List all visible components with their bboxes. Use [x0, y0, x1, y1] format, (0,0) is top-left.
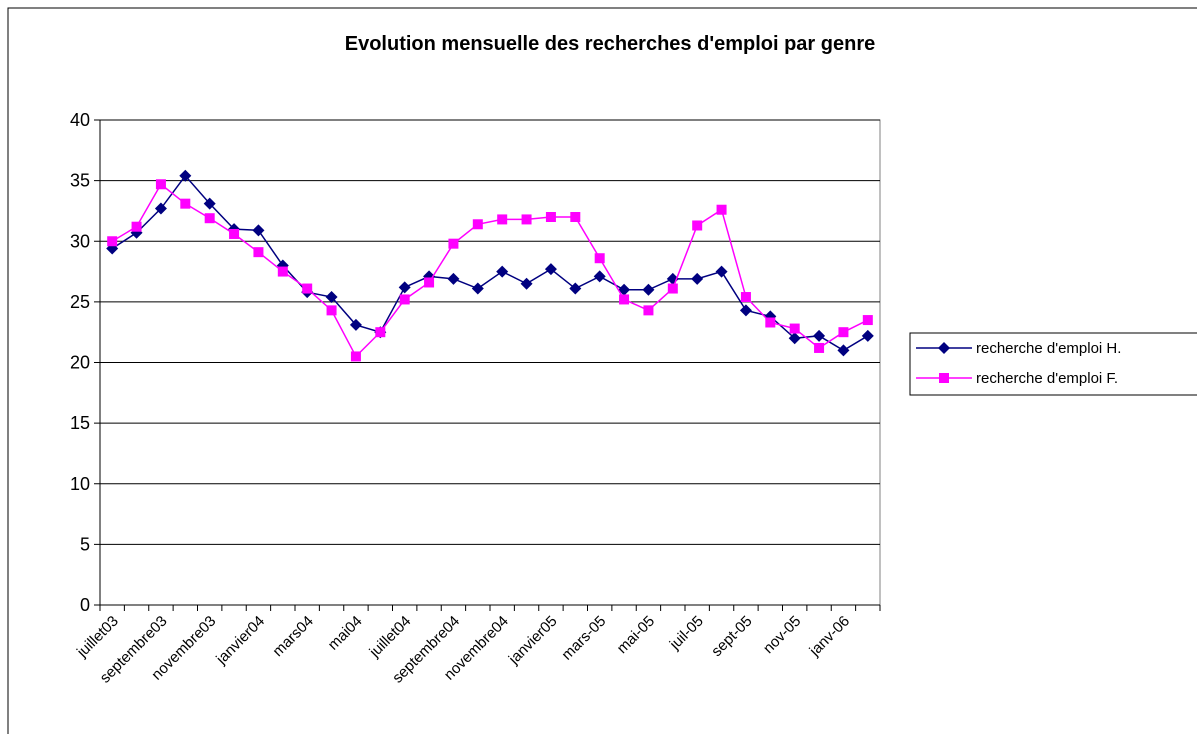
- marker: [765, 317, 776, 328]
- marker: [716, 204, 727, 215]
- legend-label: recherche d'emploi F.: [976, 370, 1118, 387]
- marker: [569, 282, 582, 295]
- marker: [107, 236, 118, 247]
- y-tick-label: 20: [70, 353, 90, 373]
- marker: [715, 265, 728, 278]
- marker: [939, 373, 949, 383]
- marker: [692, 220, 703, 231]
- chart-title: Evolution mensuelle des recherches d'emp…: [345, 33, 875, 55]
- legend: [909, 332, 1197, 396]
- marker: [788, 332, 801, 345]
- marker: [838, 327, 849, 338]
- marker: [253, 247, 264, 258]
- marker: [938, 342, 950, 354]
- y-tick-label: 25: [70, 292, 90, 312]
- marker: [593, 270, 606, 283]
- marker: [520, 277, 533, 290]
- y-tick-label: 15: [70, 413, 90, 433]
- marker: [154, 202, 167, 215]
- y-tick-label: 40: [70, 110, 90, 130]
- marker: [277, 266, 288, 277]
- marker: [203, 197, 216, 210]
- marker: [570, 212, 581, 222]
- marker: [837, 344, 850, 357]
- marker: [325, 291, 338, 304]
- marker: [131, 221, 142, 232]
- marker: [375, 327, 386, 338]
- marker: [813, 329, 826, 342]
- marker: [399, 294, 410, 305]
- marker: [619, 294, 630, 305]
- marker: [544, 263, 557, 276]
- marker: [521, 214, 532, 225]
- y-tick-label: 0: [80, 595, 90, 615]
- marker: [642, 283, 655, 296]
- marker: [302, 283, 313, 294]
- marker: [740, 292, 751, 303]
- marker: [349, 318, 362, 331]
- marker: [471, 282, 484, 295]
- marker: [739, 304, 752, 317]
- marker: [862, 315, 873, 326]
- marker: [447, 272, 460, 285]
- y-tick-label: 35: [70, 171, 90, 191]
- marker: [545, 212, 556, 222]
- marker: [448, 238, 459, 249]
- y-tick-label: 30: [70, 231, 90, 251]
- y-tick-label: 10: [70, 474, 90, 494]
- marker: [667, 283, 678, 294]
- marker: [252, 224, 265, 237]
- marker: [594, 253, 605, 264]
- y-tick-label: 5: [80, 534, 90, 554]
- marker: [398, 281, 411, 294]
- marker: [814, 342, 825, 353]
- marker: [424, 277, 435, 288]
- marker: [789, 323, 800, 334]
- marker: [350, 351, 361, 362]
- marker: [180, 198, 191, 209]
- legend-label: recherche d'emploi H.: [976, 340, 1121, 357]
- marker: [691, 272, 704, 285]
- marker: [497, 214, 508, 225]
- marker: [861, 329, 874, 342]
- marker: [326, 305, 337, 316]
- marker: [179, 169, 192, 182]
- marker: [204, 213, 215, 224]
- marker: [496, 265, 509, 278]
- marker: [618, 283, 631, 296]
- marker: [155, 179, 166, 190]
- marker: [229, 228, 240, 239]
- marker: [472, 219, 483, 230]
- marker: [643, 305, 654, 316]
